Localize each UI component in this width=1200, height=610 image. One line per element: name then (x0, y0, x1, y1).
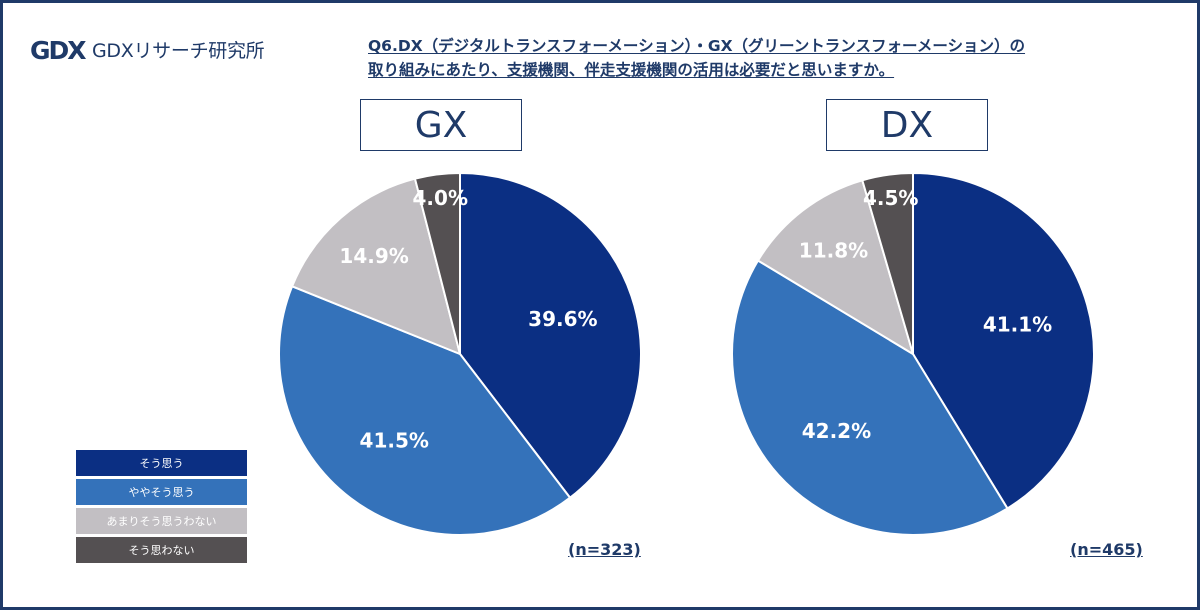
gx-pie-chart: 39.6% 41.5% 14.9% 4.0% (278, 171, 642, 536)
legend-item-so-omowanai: そう思わない (76, 537, 247, 563)
legend-item-amari-so-omowanai: あまりそう思うわない (76, 508, 247, 534)
dx-label-amari-so-omowanai: 11.8% (799, 239, 868, 263)
dx-slice-so-omowanai (861, 171, 914, 355)
brand-logo: GDX GDXリサーチ研究所 (30, 32, 265, 66)
gx-sample-size: (n=323) (568, 540, 641, 559)
dx-chart-title: DX (826, 99, 988, 151)
legend: そう思う ややそう思う あまりそう思うわない そう思わない (76, 450, 247, 566)
gx-slice-yaya-so-omou (278, 285, 572, 536)
gx-chart-title: GX (360, 99, 522, 151)
title-line-2: 取り組みにあたり、支援機関、伴走支援機関の活用は必要だと思いますか。 (368, 61, 895, 79)
dx-slice-yaya-so-omou (731, 259, 1009, 536)
gx-label-so-omowanai: 4.0% (413, 186, 468, 210)
gx-slice-amari-so-omowanai (290, 177, 462, 356)
question-title: Q6.DX（デジタルトランスフォーメーション）・GX（グリーントランスフォーメー… (368, 34, 1068, 82)
gx-label-amari-so-omowanai: 14.9% (339, 244, 408, 268)
dx-slice-so-omou (912, 171, 1095, 510)
brand-name: GDXリサーチ研究所 (92, 39, 265, 62)
legend-item-yaya-so-omou: ややそう思う (76, 479, 247, 505)
legend-item-so-omou: そう思う (76, 450, 247, 476)
gx-label-so-omou: 39.6% (528, 307, 597, 331)
gx-slice-so-omou (459, 171, 642, 500)
dx-label-so-omou: 41.1% (983, 313, 1052, 337)
title-line-1: Q6.DX（デジタルトランスフォーメーション）・GX（グリーントランスフォーメー… (368, 37, 1026, 55)
svg-text:GDX: GDX (30, 36, 86, 64)
dx-pie-chart: 41.1% 42.2% 11.8% 4.5% (731, 171, 1095, 536)
dx-label-so-omowanai: 4.5% (863, 186, 918, 210)
dx-sample-size: (n=465) (1070, 540, 1143, 559)
dx-label-yaya-so-omou: 42.2% (802, 419, 871, 443)
gx-label-yaya-so-omou: 41.5% (360, 428, 429, 452)
gx-slice-so-omowanai (413, 171, 461, 355)
gdx-logo-icon: GDX (30, 36, 88, 64)
